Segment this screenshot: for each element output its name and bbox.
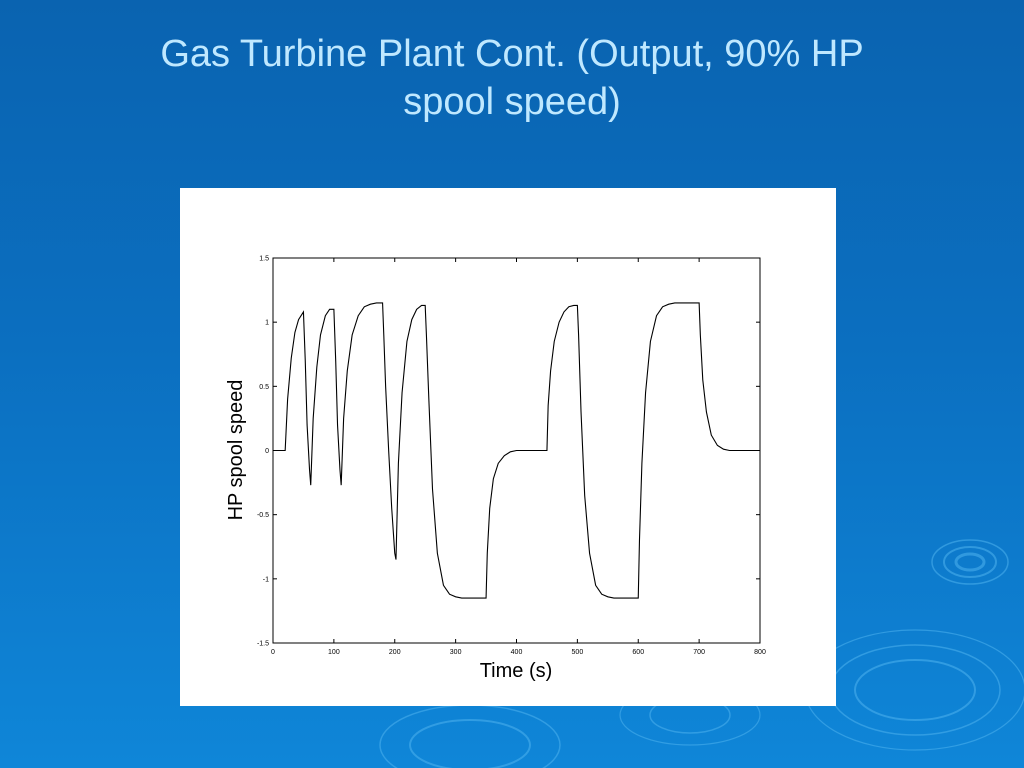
y-tick-label: -1 — [263, 576, 269, 583]
y-tick-label: 1 — [265, 320, 269, 327]
x-tick-label: 800 — [754, 649, 766, 656]
y-tick-label: -0.5 — [257, 512, 269, 519]
slide-title-line-2: spool speed) — [403, 81, 621, 123]
x-tick-label: 600 — [632, 649, 644, 656]
x-tick-label: 200 — [389, 649, 401, 656]
x-tick-label: 500 — [572, 649, 584, 656]
slide-title: Gas Turbine Plant Cont. (Output, 90% HP … — [60, 30, 964, 126]
y-tick-label: 0.5 — [259, 384, 269, 391]
y-tick-label: 1.5 — [259, 256, 269, 263]
y-tick-labels: -1.5 -1 -0.5 0 0.5 1 1.5 — [257, 256, 269, 648]
slide-title-line-1: Gas Turbine Plant Cont. (Output, 90% HP — [160, 33, 864, 75]
hp-spool-speed-chart: 0 100 200 300 400 500 600 700 800 -1.5 -1 -0.5 0 0.5… — [225, 256, 766, 683]
x-tick-label: 300 — [450, 649, 462, 656]
x-tick-label: 700 — [693, 649, 705, 656]
x-axis-label: Time (s) — [480, 660, 553, 682]
y-axis-label: HP spool speed — [225, 380, 247, 521]
y-tick-label: -1.5 — [257, 641, 269, 648]
x-tick-label: 0 — [271, 649, 275, 656]
x-tick-label: 100 — [328, 649, 340, 656]
series-line — [273, 302, 760, 599]
x-tick-label: 400 — [511, 649, 523, 656]
y-tick-label: 0 — [265, 448, 269, 455]
x-tick-labels: 0 100 200 300 400 500 600 700 800 — [271, 649, 766, 656]
chart-panel: 0 100 200 300 400 500 600 700 800 -1.5 -1 -0.5 0 0.5… — [180, 188, 836, 706]
